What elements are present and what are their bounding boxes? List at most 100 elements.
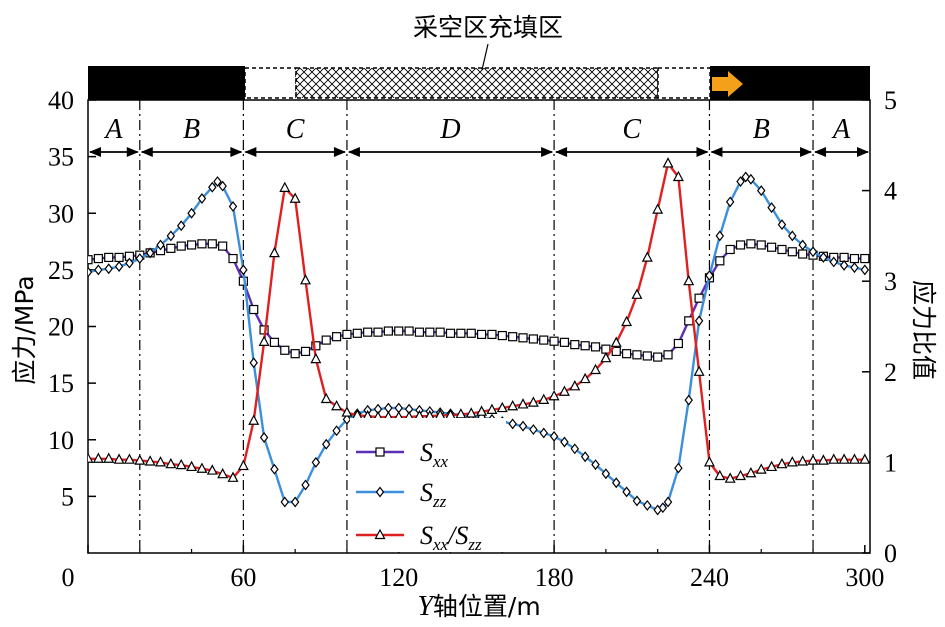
data-point	[290, 496, 300, 508]
data-point	[155, 456, 166, 467]
data-point	[197, 193, 207, 205]
data-point	[104, 263, 113, 275]
data-point	[425, 327, 435, 337]
legend-label-main: S	[420, 478, 433, 507]
x-tick-label: 60	[230, 563, 256, 592]
data-point	[217, 467, 229, 479]
data-point	[777, 244, 787, 255]
data-point	[259, 432, 269, 443]
data-point	[725, 244, 735, 255]
data-point	[207, 239, 217, 249]
y2-tick-label: 3	[884, 267, 897, 296]
data-point	[331, 399, 343, 411]
data-point	[465, 407, 477, 418]
data-point	[703, 456, 715, 467]
legend-label-main: S	[420, 521, 433, 550]
data-point	[601, 468, 611, 480]
data-point	[289, 192, 301, 203]
data-point	[321, 335, 331, 345]
data-point	[767, 202, 776, 214]
data-point	[187, 207, 196, 219]
data-point	[270, 463, 279, 475]
data-point	[455, 408, 467, 419]
data-point	[125, 257, 134, 269]
data-point	[88, 255, 93, 265]
data-point	[103, 452, 115, 463]
data-point	[849, 253, 860, 264]
data-point	[268, 246, 280, 258]
y-tick-label: 5	[61, 482, 74, 511]
data-point	[311, 456, 321, 468]
x-axis-label: Y轴位置/m	[417, 591, 540, 622]
data-point	[622, 486, 631, 498]
data-point	[527, 396, 539, 407]
data-point	[269, 337, 280, 347]
zone-arrowhead	[89, 147, 101, 157]
data-point	[175, 458, 187, 470]
data-point	[662, 157, 674, 168]
data-point	[724, 472, 736, 483]
y2-axis-label: 应力比值	[909, 280, 938, 380]
y2-tick-label: 0	[884, 539, 897, 568]
data-point	[94, 264, 103, 276]
zone-label: A	[103, 114, 123, 145]
data-point	[528, 334, 538, 344]
band-label: 采空区充填区	[413, 13, 563, 42]
data-point	[507, 399, 519, 411]
data-point	[93, 253, 103, 264]
data-point	[218, 241, 228, 251]
data-point	[123, 453, 135, 464]
zone-label: A	[831, 114, 851, 145]
data-point	[745, 466, 757, 478]
band-solid-left	[88, 66, 245, 100]
data-point	[249, 304, 259, 315]
data-point	[539, 427, 548, 439]
data-point	[218, 180, 227, 192]
series-line	[88, 242, 865, 359]
data-point	[683, 274, 695, 286]
data-point	[548, 389, 560, 401]
data-point	[342, 329, 352, 340]
data-point	[145, 247, 155, 259]
data-point	[156, 239, 165, 251]
y-axis-label: 应力/MPa	[10, 275, 39, 384]
data-point	[549, 430, 559, 442]
data-point	[383, 326, 393, 336]
axes-layer: 0601201802403005101520253035400012345	[48, 86, 897, 592]
data-point	[517, 398, 529, 409]
data-point	[166, 230, 176, 242]
x-tick-label: 300	[845, 563, 884, 592]
advance-arrow-icon	[712, 71, 743, 97]
data-point	[652, 203, 664, 214]
series-triangle	[88, 157, 870, 483]
data-point	[165, 457, 177, 469]
data-point	[538, 393, 550, 404]
y-tick-label: 10	[48, 426, 74, 455]
data-point	[848, 453, 860, 464]
data-point	[817, 454, 829, 465]
data-point	[788, 230, 797, 242]
zone-arrowhead	[244, 147, 257, 157]
y-tick-label: 30	[48, 199, 74, 228]
data-point	[88, 266, 93, 278]
data-point	[741, 171, 750, 183]
y-tick-label: 25	[48, 256, 74, 285]
data-point	[135, 253, 145, 265]
zone-label: D	[439, 114, 460, 145]
data-point	[373, 327, 383, 337]
data-point	[559, 337, 570, 347]
legend-label-sub: zz	[467, 535, 482, 554]
data-point	[456, 328, 466, 338]
data-point	[404, 326, 414, 336]
data-point	[237, 459, 249, 471]
data-point	[560, 436, 569, 448]
data-point	[104, 252, 114, 263]
data-point	[610, 336, 622, 347]
zone-arrowhead	[814, 147, 827, 157]
series-line	[88, 162, 865, 480]
data-point	[445, 328, 456, 338]
top-band: 采空区充填区	[88, 13, 870, 100]
x-axis-label-text: 轴位置/m	[433, 592, 541, 621]
y-tick-label: 20	[48, 313, 74, 342]
